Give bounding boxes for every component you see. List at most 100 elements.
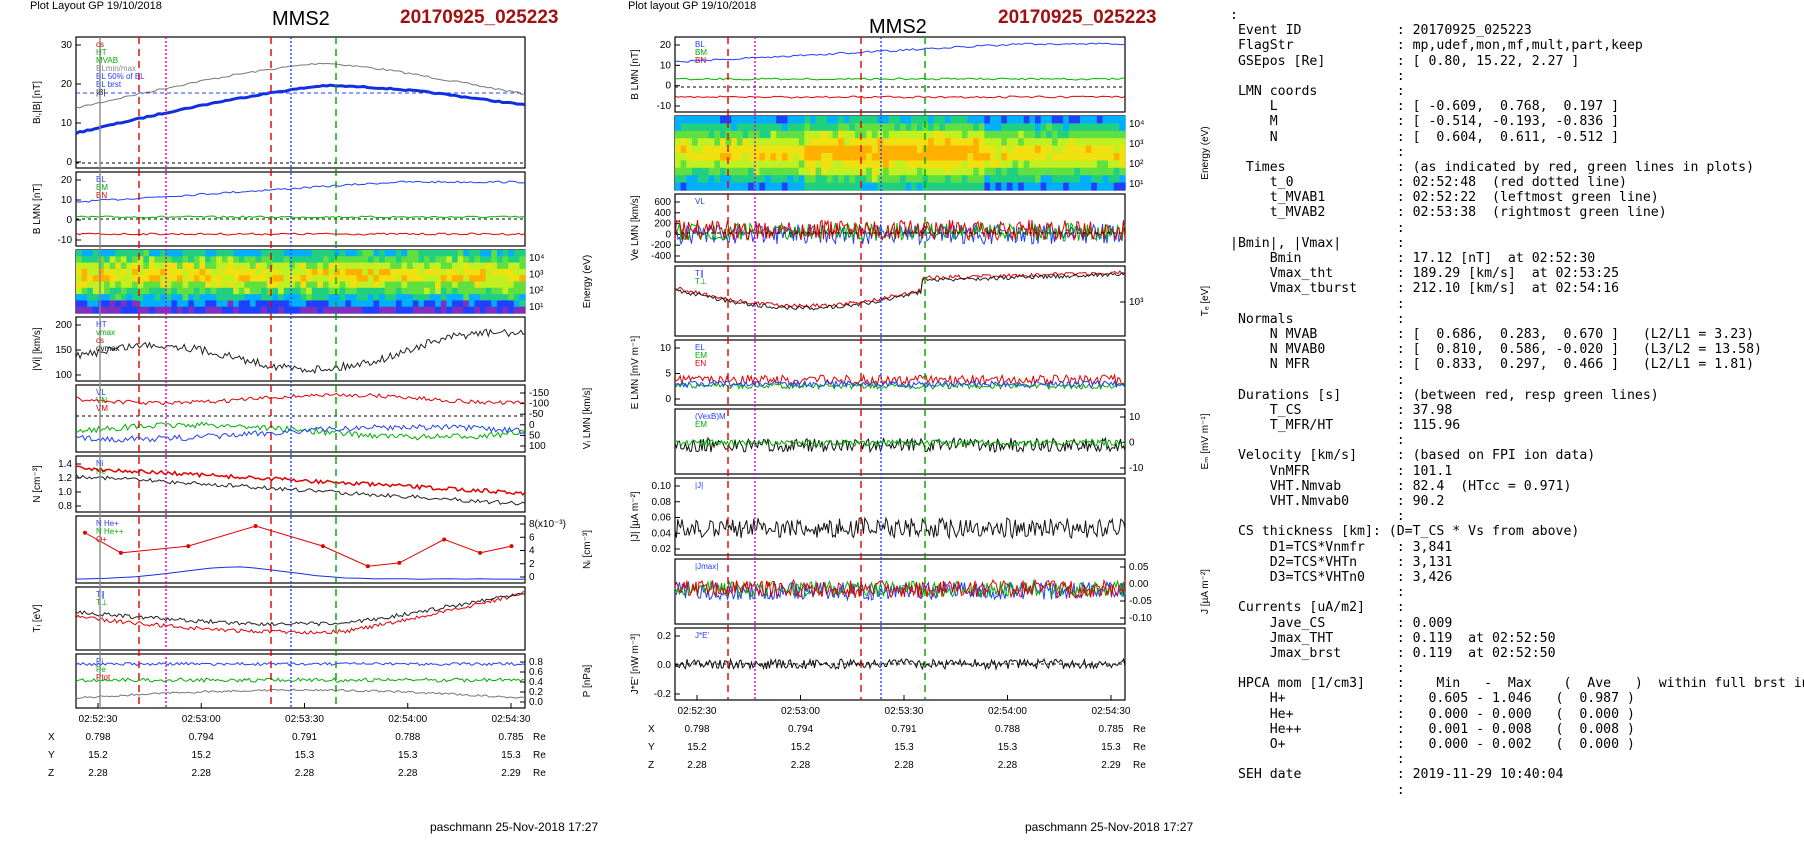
spectrogram-cell <box>911 153 918 161</box>
spectrogram-cell <box>866 153 873 161</box>
spectrogram-cell <box>109 275 116 283</box>
spectrogram-cell <box>261 306 268 314</box>
spectrogram-cell <box>759 138 766 147</box>
info-line: Bmin : 17.12 [nT] at 02:52:30 <box>1230 251 1596 266</box>
spectrogram-cell <box>849 153 856 161</box>
spectrogram-cell <box>995 182 1002 191</box>
spectrogram-cell <box>815 116 822 124</box>
spectrogram-cell <box>367 275 375 283</box>
spectrogram-cell <box>990 160 997 169</box>
spectrogram-cell <box>973 123 980 132</box>
spectrogram-cell <box>781 160 789 169</box>
spectrogram-cell <box>950 167 957 176</box>
spectrogram-cell <box>98 256 105 264</box>
spectrogram-cell <box>770 153 777 161</box>
spectrogram-cell <box>933 123 940 132</box>
spectrogram-cell <box>384 275 391 283</box>
spectrogram-cell <box>345 262 352 270</box>
spectrogram-cell <box>266 306 274 314</box>
spectrogram-cell <box>98 287 105 295</box>
spectrogram-cell <box>474 300 481 308</box>
spectrogram-cell <box>697 145 704 154</box>
spectrogram-cell <box>1102 167 1109 176</box>
spectrogram-cell <box>384 256 391 264</box>
series-Ne <box>75 473 526 506</box>
spectrogram-cell <box>770 116 777 124</box>
spectrogram-cell <box>776 182 783 191</box>
spectrogram-cell <box>322 275 330 283</box>
info-line: Normals : <box>1230 311 1405 327</box>
coord-value: 15.2 <box>192 750 212 761</box>
spectrogram-cell <box>1113 116 1120 124</box>
spectrogram-cell <box>339 306 346 314</box>
spectrogram-cell <box>339 275 346 283</box>
series-VM <box>75 423 526 443</box>
spectrogram-cell <box>339 256 346 264</box>
spectrogram-cell <box>137 281 144 289</box>
spectrogram-cell <box>356 281 363 289</box>
spectrogram-cell <box>984 175 991 184</box>
spectrogram-cell <box>928 167 935 176</box>
spectrogram-cell <box>519 250 526 257</box>
spectrogram-cell <box>765 182 772 191</box>
spectrogram-cell <box>680 123 687 132</box>
spectrogram-cell <box>1091 130 1098 139</box>
spectrogram-cell <box>945 145 952 154</box>
spectrogram-cell <box>815 153 822 161</box>
spectrogram-cell <box>1113 138 1120 147</box>
legend-entry: T⊥ <box>96 598 108 607</box>
spectrogram-cell <box>160 306 167 314</box>
spectrogram-cell <box>787 175 794 184</box>
spectrogram-cell <box>843 145 850 154</box>
spectrogram-cell <box>990 116 997 124</box>
series-Te-perp <box>674 272 1126 311</box>
spectrogram-cell <box>255 287 262 295</box>
spectrogram-cell <box>708 167 715 176</box>
spectrogram-cell <box>1108 167 1115 176</box>
spectrogram-cell <box>900 116 907 124</box>
heplus-point <box>509 544 514 549</box>
spectrogram-cell <box>714 116 721 124</box>
spectrogram-cell <box>776 153 783 161</box>
spectrogram-cell <box>950 123 957 132</box>
spectrogram-cell <box>435 300 442 308</box>
spectrogram-cell <box>1023 182 1030 191</box>
spectrogram-cell <box>76 275 83 283</box>
spectrogram-cell <box>1040 123 1047 132</box>
spectrogram-cell <box>491 281 498 289</box>
spectrogram-cell <box>860 175 867 184</box>
spectrogram-cell <box>463 256 470 264</box>
spectrogram-cell <box>143 287 150 295</box>
spectrogram-cell <box>1091 123 1098 132</box>
spectrogram-cell <box>294 294 302 301</box>
spectrogram-cell <box>815 167 822 176</box>
spectrogram-cell <box>697 160 704 169</box>
spectrogram-cell <box>838 182 845 191</box>
spectrogram-cell <box>888 175 895 184</box>
spectrogram-cell <box>345 256 352 264</box>
spectrogram-cell <box>317 256 324 264</box>
spectrogram-cell <box>227 268 234 276</box>
spectrogram-cell <box>104 275 111 283</box>
spectrogram-cell <box>485 250 492 257</box>
spectrogram-cell <box>485 294 492 301</box>
spectrogram-cell <box>680 138 687 147</box>
panel-frame <box>674 477 1126 556</box>
spectrogram-cell <box>480 275 487 283</box>
spectrogram-cell <box>205 306 212 314</box>
legend-entry: EM <box>695 351 707 360</box>
coord-value: 2.28 <box>998 760 1018 771</box>
spectrogram-cell <box>244 300 251 308</box>
spectrogram-cell <box>154 262 161 270</box>
coord-value: 15.3 <box>501 750 521 761</box>
spectrogram-cell <box>193 262 201 270</box>
spectrogram-cell <box>148 250 156 257</box>
spectrogram-cell <box>171 256 178 264</box>
spectrogram-cell <box>76 256 83 264</box>
spectrogram-cell <box>154 256 161 264</box>
spectrogram-cell <box>950 116 957 124</box>
spectrogram-cell <box>154 287 161 295</box>
spectrogram-cell <box>686 175 693 184</box>
spectrogram-cell <box>373 281 380 289</box>
